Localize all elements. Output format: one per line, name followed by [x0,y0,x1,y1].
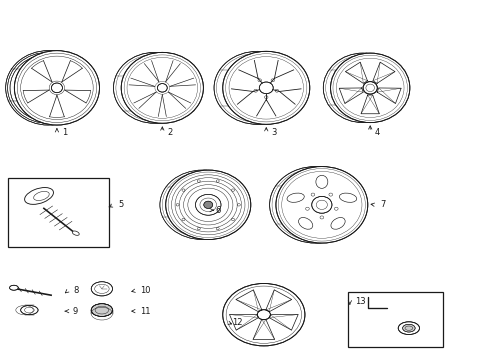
Text: 12: 12 [232,318,243,327]
Ellipse shape [362,82,377,94]
Ellipse shape [91,304,112,316]
FancyBboxPatch shape [348,292,442,347]
Ellipse shape [323,53,402,123]
Ellipse shape [24,188,53,204]
Text: 11: 11 [140,307,151,316]
Text: 1: 1 [61,128,67,137]
Text: 8: 8 [73,286,78,295]
Ellipse shape [275,167,367,243]
Text: 10: 10 [140,286,151,295]
Ellipse shape [203,201,212,208]
Text: 4: 4 [374,128,380,137]
Ellipse shape [402,324,414,332]
Text: 9: 9 [73,307,78,316]
Ellipse shape [330,53,409,123]
Ellipse shape [8,52,89,123]
Ellipse shape [257,310,270,320]
Ellipse shape [160,170,244,239]
Text: 5: 5 [119,200,124,209]
Ellipse shape [311,197,331,213]
Text: 13: 13 [354,297,365,306]
Ellipse shape [214,51,301,124]
Ellipse shape [72,231,79,235]
Ellipse shape [223,283,305,346]
Ellipse shape [51,83,62,93]
Ellipse shape [91,282,112,296]
Text: 2: 2 [167,128,172,137]
Ellipse shape [259,82,273,94]
Ellipse shape [113,53,195,123]
Ellipse shape [269,167,361,243]
Ellipse shape [20,306,38,315]
Ellipse shape [6,51,91,125]
FancyBboxPatch shape [8,178,109,247]
Ellipse shape [10,54,86,121]
Ellipse shape [14,51,99,125]
Text: 3: 3 [270,128,276,137]
Ellipse shape [10,285,18,290]
Ellipse shape [121,53,203,123]
Ellipse shape [397,322,419,334]
Ellipse shape [165,170,250,239]
Ellipse shape [223,51,309,124]
Text: 6: 6 [215,206,221,215]
Text: 7: 7 [379,200,385,209]
Ellipse shape [195,194,221,215]
Ellipse shape [157,84,167,92]
Ellipse shape [91,304,112,316]
